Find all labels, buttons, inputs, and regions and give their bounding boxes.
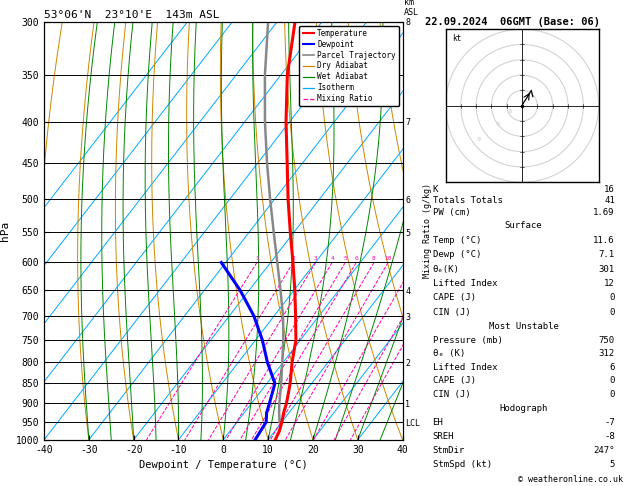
Text: 2: 2 (291, 256, 295, 261)
Text: StmSpd (kt): StmSpd (kt) (433, 460, 492, 469)
Text: 41: 41 (604, 196, 615, 205)
Text: Hodograph: Hodograph (499, 404, 548, 414)
Text: SREH: SREH (433, 432, 454, 441)
Text: -8: -8 (604, 432, 615, 441)
Text: 3: 3 (314, 256, 318, 261)
Text: 1.69: 1.69 (593, 208, 615, 217)
Text: 1: 1 (255, 256, 259, 261)
Text: CIN (J): CIN (J) (433, 308, 470, 316)
Text: 5: 5 (610, 460, 615, 469)
Text: 16: 16 (604, 185, 615, 194)
Text: 53°06'N  23°10'E  143m ASL: 53°06'N 23°10'E 143m ASL (44, 10, 220, 20)
Text: Totals Totals: Totals Totals (433, 196, 503, 205)
Text: 0: 0 (610, 308, 615, 316)
Text: CAPE (J): CAPE (J) (433, 293, 476, 302)
Text: 6: 6 (610, 363, 615, 372)
Text: θₑ(K): θₑ(K) (433, 264, 459, 274)
Text: 8: 8 (372, 256, 376, 261)
Text: Lifted Index: Lifted Index (433, 363, 497, 372)
Text: CAPE (J): CAPE (J) (433, 376, 476, 385)
Text: 0: 0 (610, 293, 615, 302)
Text: 0: 0 (610, 390, 615, 399)
Text: 247°: 247° (593, 446, 615, 455)
Text: Pressure (mb): Pressure (mb) (433, 336, 503, 345)
Text: 5: 5 (343, 256, 347, 261)
Text: 12: 12 (604, 279, 615, 288)
Text: Surface: Surface (505, 222, 542, 230)
Text: CIN (J): CIN (J) (433, 390, 470, 399)
Text: © weatheronline.co.uk: © weatheronline.co.uk (518, 474, 623, 484)
Text: 750: 750 (599, 336, 615, 345)
Text: PW (cm): PW (cm) (433, 208, 470, 217)
Text: 6: 6 (354, 256, 358, 261)
Text: 312: 312 (599, 349, 615, 358)
Text: km
ASL: km ASL (404, 0, 419, 17)
Text: ⊗: ⊗ (508, 109, 512, 114)
Text: 7.1: 7.1 (599, 250, 615, 259)
Text: Temp (°C): Temp (°C) (433, 236, 481, 245)
Text: -7: -7 (604, 418, 615, 427)
Text: 4: 4 (330, 256, 334, 261)
Text: Lifted Index: Lifted Index (433, 279, 497, 288)
Text: 22.09.2024  06GMT (Base: 06): 22.09.2024 06GMT (Base: 06) (425, 17, 599, 27)
Text: ⊗: ⊗ (477, 137, 482, 142)
Text: EH: EH (433, 418, 443, 427)
Y-axis label: Mixing Ratio (g/kg): Mixing Ratio (g/kg) (423, 183, 432, 278)
Text: θₑ (K): θₑ (K) (433, 349, 465, 358)
Text: ⊗: ⊗ (495, 122, 500, 126)
Text: kt: kt (452, 35, 461, 43)
X-axis label: Dewpoint / Temperature (°C): Dewpoint / Temperature (°C) (139, 460, 308, 470)
Y-axis label: hPa: hPa (0, 221, 10, 241)
Text: Most Unstable: Most Unstable (489, 323, 559, 331)
Legend: Temperature, Dewpoint, Parcel Trajectory, Dry Adiabat, Wet Adiabat, Isotherm, Mi: Temperature, Dewpoint, Parcel Trajectory… (299, 26, 399, 106)
Text: K: K (433, 185, 438, 194)
Text: 301: 301 (599, 264, 615, 274)
Text: Dewp (°C): Dewp (°C) (433, 250, 481, 259)
Text: 0: 0 (610, 376, 615, 385)
Text: 11.6: 11.6 (593, 236, 615, 245)
Text: 10: 10 (384, 256, 392, 261)
Text: StmDir: StmDir (433, 446, 465, 455)
